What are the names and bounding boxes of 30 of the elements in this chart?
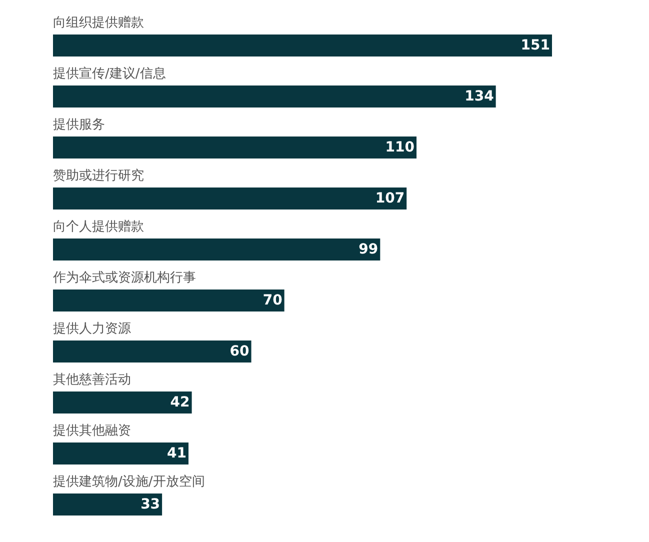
bar [53, 188, 407, 210]
bar [53, 392, 192, 414]
bar [53, 494, 162, 516]
data-label: 151 [520, 38, 550, 54]
y-tick-label: 赞助或进行研究 [53, 168, 144, 184]
bar [53, 34, 552, 56]
data-label: 41 [167, 446, 186, 462]
y-tick-label: 提供宣传/建议/信息 [53, 66, 166, 82]
bar [53, 290, 284, 312]
y-tick-label: 提供服务 [53, 118, 105, 132]
data-label: 110 [385, 140, 415, 156]
bar [53, 238, 380, 260]
bar [53, 340, 252, 362]
y-tick-label: 作为伞式或资源机构行事 [52, 270, 196, 286]
data-label: 42 [170, 394, 190, 410]
data-label: 70 [262, 292, 283, 308]
bar [53, 442, 188, 464]
bar [53, 136, 417, 158]
bar [53, 86, 496, 108]
y-tick-label: 提供建筑物/设施/开放空间 [53, 474, 205, 490]
data-label: 107 [375, 190, 405, 206]
y-tick-label: 其他慈善活动 [53, 372, 131, 388]
data-label: 99 [358, 242, 378, 258]
y-tick-label: 向组织提供赠款 [53, 16, 144, 30]
y-tick-label: 提供其他融资 [53, 424, 131, 438]
y-tick-label: 向个人提供赠款 [53, 220, 144, 234]
y-tick-label: 提供人力资源 [53, 322, 131, 336]
data-label: 60 [230, 344, 250, 360]
data-label: 134 [464, 88, 494, 104]
data-label: 33 [140, 496, 160, 512]
